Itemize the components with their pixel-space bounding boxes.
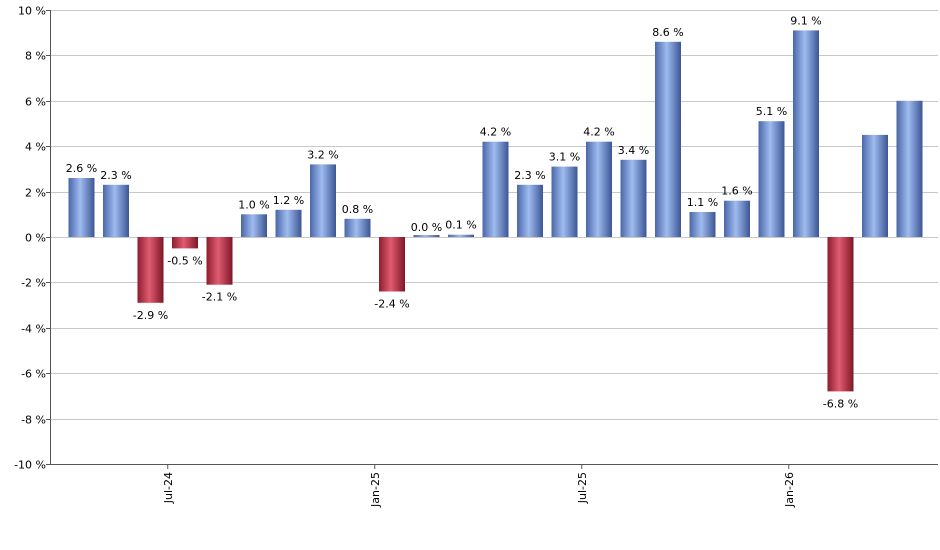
x-tick-label: Jan-25 xyxy=(369,472,382,508)
bar xyxy=(758,121,785,237)
data-label: 3.1 % xyxy=(549,151,580,164)
data-label: -6.8 % xyxy=(823,397,858,410)
data-label: 1.2 % xyxy=(273,194,304,207)
y-tick-label: 8 % xyxy=(25,50,46,63)
bar xyxy=(344,218,371,237)
bar xyxy=(517,184,543,237)
bar xyxy=(379,237,405,292)
data-label: 1.0 % xyxy=(238,198,269,211)
data-label: 9.1 % xyxy=(790,14,821,27)
bars-group xyxy=(68,30,923,392)
y-tick-label: 0 % xyxy=(25,232,46,245)
bar xyxy=(275,209,302,237)
data-label: 0.8 % xyxy=(342,203,373,216)
data-label: 1.1 % xyxy=(687,196,718,209)
bar xyxy=(103,184,129,237)
data-label: 1.6 % xyxy=(721,185,752,198)
bar xyxy=(862,134,888,237)
y-tick-label: -2 % xyxy=(21,277,46,290)
y-axis-labels: -10 % -8 % -6 % -4 % -2 % 0 % 2 % 4 % 6 % 8 % 10 % xyxy=(14,5,46,472)
x-tick-label: Jan-26 xyxy=(783,472,796,508)
y-tick-label: 6 % xyxy=(25,96,46,109)
x-axis-labels: Jul-24 Jan-25 Jul-25 Jan-26 xyxy=(162,472,796,508)
data-label: -0.5 % xyxy=(167,254,202,267)
y-tick-label: 10 % xyxy=(18,5,46,18)
x-tick-label: Jul-24 xyxy=(162,472,175,504)
bar xyxy=(655,41,681,237)
y-tick-label: -6 % xyxy=(21,368,46,381)
data-label: -2.4 % xyxy=(374,298,409,311)
y-tick-label: -8 % xyxy=(21,414,46,427)
data-label: 0.1 % xyxy=(445,219,476,232)
data-label: 2.3 % xyxy=(514,169,545,182)
data-label: 2.6 % xyxy=(66,162,97,175)
bar xyxy=(689,212,716,237)
bar xyxy=(310,164,336,237)
bar xyxy=(793,30,819,238)
data-labels: 2.6 %2.3 %-2.9 %-0.5 %-2.1 %1.0 % 1.2 %3.… xyxy=(66,14,858,410)
data-label: 4.2 % xyxy=(480,126,511,139)
y-tick-label: 2 % xyxy=(25,187,46,200)
bar xyxy=(172,237,198,249)
bar xyxy=(620,159,647,237)
y-tick-label: -10 % xyxy=(14,459,46,472)
bar xyxy=(896,100,923,237)
bar xyxy=(241,214,267,237)
bar xyxy=(68,178,95,237)
bar xyxy=(137,237,164,303)
data-label: 3.4 % xyxy=(618,144,649,157)
bar xyxy=(206,237,233,285)
bar xyxy=(827,237,854,392)
bar xyxy=(413,235,440,237)
y-tick-label: 4 % xyxy=(25,141,46,154)
data-label: 0.0 % xyxy=(411,221,442,234)
axes xyxy=(46,10,938,469)
x-tick-label: Jul-25 xyxy=(576,472,589,504)
data-label: 2.3 % xyxy=(100,169,131,182)
data-label: 4.2 % xyxy=(583,126,614,139)
data-label: -2.9 % xyxy=(133,309,168,322)
y-tick-label: -4 % xyxy=(21,323,46,336)
data-label: -2.1 % xyxy=(202,291,237,304)
data-label: 5.1 % xyxy=(756,105,787,118)
data-label: 3.2 % xyxy=(307,148,338,161)
data-label: 8.6 % xyxy=(652,26,683,39)
bar xyxy=(724,200,750,237)
bar xyxy=(551,166,578,237)
bar xyxy=(586,141,612,237)
bar xyxy=(448,234,474,237)
bar xyxy=(482,141,509,237)
